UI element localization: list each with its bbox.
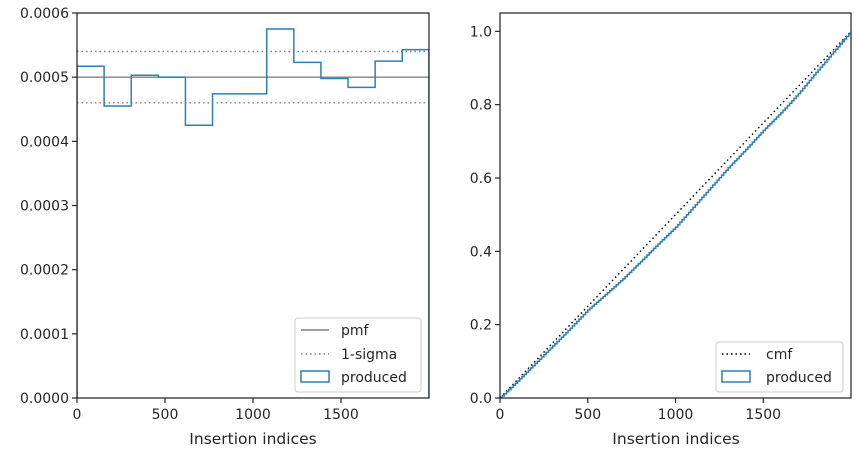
series-produced-3 (77, 28, 429, 398)
y-tick-label: 0.0 (470, 391, 492, 407)
right-x-axis-label: Insertion indices (612, 430, 739, 448)
y-tick-label: 0.8 (470, 98, 492, 114)
left-x-ticks: 0 500 1000 1500 (73, 398, 359, 423)
legend-produced-swatch-right (721, 370, 751, 383)
x-tick-label: 1500 (323, 407, 359, 423)
right-panel: 0 500 1000 1500 0.0 0.2 0.4 0.6 0.8 1.0 Insertio… (470, 12, 852, 448)
right-legend-box (715, 341, 844, 393)
legend-cmf-label: cmf (766, 347, 793, 363)
x-tick-label: 1000 (658, 407, 694, 423)
right-plot-area (500, 13, 851, 398)
left-y-ticks: 0.0000 0.0001 0.0002 0.0003 0.0004 0.0005 0.00… (20, 6, 77, 407)
y-tick-label: 1.0 (470, 24, 492, 40)
series-produced-1 (500, 31, 851, 398)
x-tick-label: 500 (152, 407, 179, 423)
legend-produced-swatch (300, 370, 330, 383)
x-tick-label: 0 (496, 407, 505, 423)
x-tick-label: 1000 (235, 407, 271, 423)
left-panel: 0 500 1000 1500 0.00000.00010.00020.00030.0… (20, 6, 430, 448)
y-tick-label: 0.0006 (20, 6, 69, 22)
legend-produced-label: produced (341, 370, 407, 386)
legend-produced-label-right: produced (766, 370, 832, 386)
legend-1-sigma-label: 1-sigma (341, 347, 397, 363)
x-tick-label: 1500 (745, 407, 781, 423)
x-tick-label: 0 (73, 407, 82, 423)
legend-pmf-label: pmf (341, 323, 370, 339)
y-tick-label: 0.4 (470, 244, 492, 260)
y-tick-label: 0.0000 (20, 391, 69, 407)
x-tick-label: 500 (574, 407, 601, 423)
y-tick-label: 0.0002 (20, 263, 69, 279)
y-tick-label: 0.0003 (20, 199, 69, 215)
y-tick-label: 0.0004 (20, 134, 69, 150)
right-x-ticks: 0 500 1000 1500 (496, 398, 781, 423)
y-tick-label: 0.6 (470, 171, 492, 187)
right-legend: cmf produced (715, 341, 844, 393)
right-series-group (500, 30, 851, 398)
left-legend: pmf 1-sigma produced (294, 317, 422, 393)
y-tick-label: 0.0001 (20, 327, 69, 343)
left-legend-box (294, 317, 422, 393)
right-y-ticks: 0.0 0.2 0.4 0.6 0.8 1.0 (470, 24, 500, 407)
y-tick-label: 0.2 (470, 318, 492, 334)
y-tick-label: 0.0005 (20, 70, 69, 86)
left-x-axis-label: Insertion indices (189, 430, 316, 448)
left-series-group (77, 28, 429, 398)
